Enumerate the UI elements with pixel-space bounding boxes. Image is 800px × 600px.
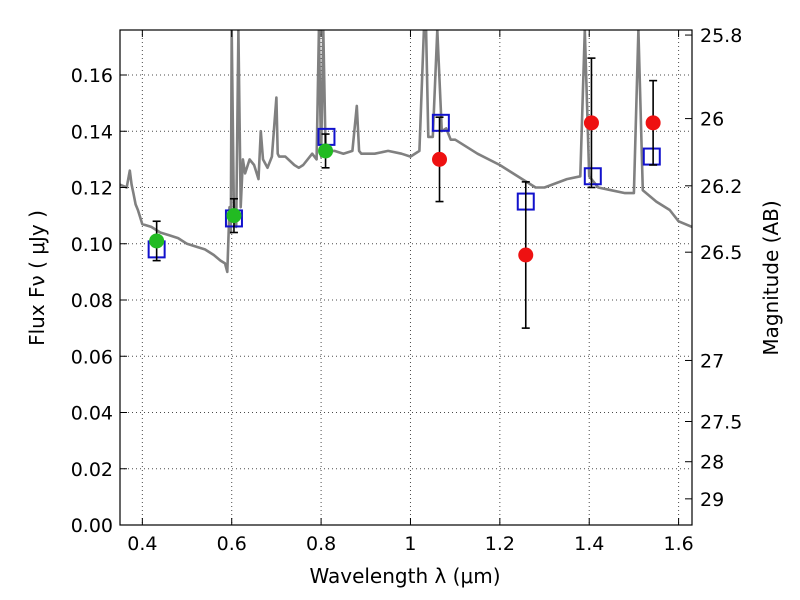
model-photometry-square xyxy=(583,167,602,186)
y2-tick-label: 28 xyxy=(700,452,724,474)
x-tick-label: 1 xyxy=(404,533,416,555)
y-tick-label: 0.08 xyxy=(71,290,113,312)
grid xyxy=(120,30,692,525)
y2-tick-label: 26.5 xyxy=(700,242,742,264)
model-spectrum-line xyxy=(120,30,692,274)
x-tick-label: 0.8 xyxy=(306,533,336,555)
axes: 0.4 0.6 0.8 1 1.2 1.4 1.6 0.00 0.02 0.04 0.06 0.08 0… xyxy=(71,25,743,555)
y-tick-label: 0.00 xyxy=(71,515,113,537)
y2-tick-label: 26 xyxy=(700,109,724,131)
y2-tick-label: 25.8 xyxy=(700,25,742,47)
plot-frame xyxy=(119,29,693,526)
y-tick-label: 0.04 xyxy=(71,403,113,425)
y-tick-label: 0.10 xyxy=(71,234,113,256)
y2-axis-title: Magnitude (AB) xyxy=(759,200,783,355)
y2-tick-label: 29 xyxy=(700,489,724,511)
observed-flux-point xyxy=(518,247,534,263)
y-tick-label: 0.12 xyxy=(71,178,113,200)
plot-area xyxy=(120,30,692,329)
observed-flux-point xyxy=(226,208,242,224)
observed-flux-point xyxy=(318,143,334,159)
observed-flux-point xyxy=(583,115,599,131)
model-photometry-square xyxy=(431,113,450,132)
y-tick-label: 0.14 xyxy=(71,121,113,143)
y-tick-label: 0.16 xyxy=(71,65,113,87)
y2-tick-label: 27 xyxy=(700,350,724,372)
y-tick-label: 0.06 xyxy=(71,346,113,368)
x-tick-label: 1.4 xyxy=(574,533,604,555)
model-photometry-square xyxy=(642,147,661,166)
observed-flux-point xyxy=(149,233,165,249)
y-axis-title: Flux Fν ( μJy ) xyxy=(25,210,49,346)
y2-tick-label: 26.2 xyxy=(700,176,742,198)
y-tick-label: 0.02 xyxy=(71,459,113,481)
x-tick-label: 1.6 xyxy=(663,533,693,555)
x-tick-label: 0.6 xyxy=(217,533,247,555)
x-tick-label: 0.4 xyxy=(127,533,157,555)
observed-flux-point xyxy=(432,151,448,167)
y2-tick-label: 27.5 xyxy=(700,412,742,434)
x-tick-label: 1.2 xyxy=(485,533,515,555)
observed-flux-point xyxy=(645,115,661,131)
x-axis-title: Wavelength λ (μm) xyxy=(309,564,500,588)
